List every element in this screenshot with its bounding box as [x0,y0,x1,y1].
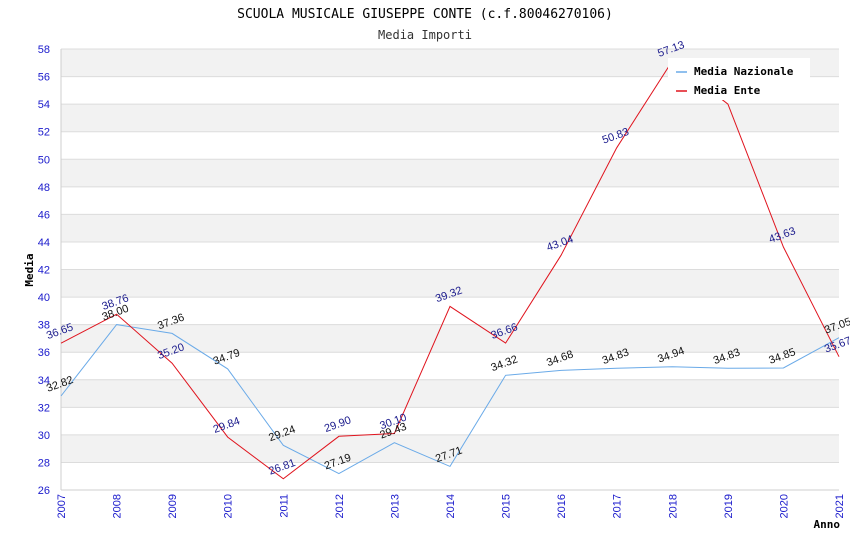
chart-subtitle: Media Importi [378,28,472,42]
y-tick-label: 26 [38,485,50,497]
x-tick-label: 2019 [723,494,735,518]
y-tick-label: 38 [38,320,50,332]
y-tick-label: 56 [38,72,50,84]
legend-label-media-nazionale: Media Nazionale [694,65,794,78]
x-tick-label: 2012 [334,494,346,518]
x-tick-label: 2017 [612,494,624,518]
grid-band [61,352,839,380]
x-tick-label: 2020 [778,494,790,518]
x-tick-label: 2013 [389,494,401,518]
grid-band [61,131,839,160]
x-tick-label: 2014 [445,494,457,518]
grid-lines [61,48,839,491]
x-tick-label: 2010 [223,494,235,518]
x-tick-label: 2015 [501,494,513,518]
x-tick-label: 2011 [278,494,290,518]
y-axis-label: Media [23,253,36,286]
y-tick-label: 34 [38,375,50,387]
grid-band [61,462,839,490]
grid-band [61,324,839,353]
grid-band [61,269,839,298]
y-tick-label: 42 [38,265,50,277]
legend: Media Nazionale Media Ente [668,58,810,100]
y-tick-label: 44 [38,237,50,249]
x-tick-label: 2016 [556,494,568,518]
y-tick-label: 32 [38,402,50,414]
y-tick-label: 48 [38,182,50,194]
y-tick-label: 30 [38,430,50,442]
grid-band [61,104,839,132]
grid-band [61,214,839,242]
grid-band [61,241,839,270]
legend-label-media-ente: Media Ente [694,84,761,97]
y-tick-label: 50 [38,154,50,166]
x-tick-label: 2009 [167,494,179,518]
axes [60,49,839,491]
y-tick-label: 36 [38,347,50,359]
y-tick-label: 52 [38,127,50,139]
grid-band [61,379,839,408]
y-tick-label: 28 [38,457,50,469]
y-ticks: 26 28 30 32 34 36 38 40 42 44 46 48 50 52 54 56 58 [38,44,50,497]
grid-band [61,434,839,463]
grid-band [61,159,839,187]
grid-band [61,407,839,435]
legend-box [668,58,810,100]
grid-band [61,297,839,325]
x-tick-label: 2018 [667,494,679,518]
x-axis-label: Anno [814,518,841,531]
y-tick-label: 54 [38,99,50,111]
y-tick-label: 40 [38,292,50,304]
series-line-0 [60,324,840,475]
x-tick-label: 2021 [834,494,846,518]
x-tick-label: 2008 [112,494,124,518]
grid-band [61,186,839,215]
chart-title: SCUOLA MUSICALE GIUSEPPE CONTE (c.f.8004… [237,7,613,22]
x-ticks: 2007 2008 2009 2010 2011 2012 2013 2014 2015 2016… [56,494,846,518]
y-tick-label: 58 [38,44,50,56]
y-tick-label: 46 [38,209,50,221]
x-tick-label: 2007 [56,494,68,518]
plot-background [61,49,839,490]
